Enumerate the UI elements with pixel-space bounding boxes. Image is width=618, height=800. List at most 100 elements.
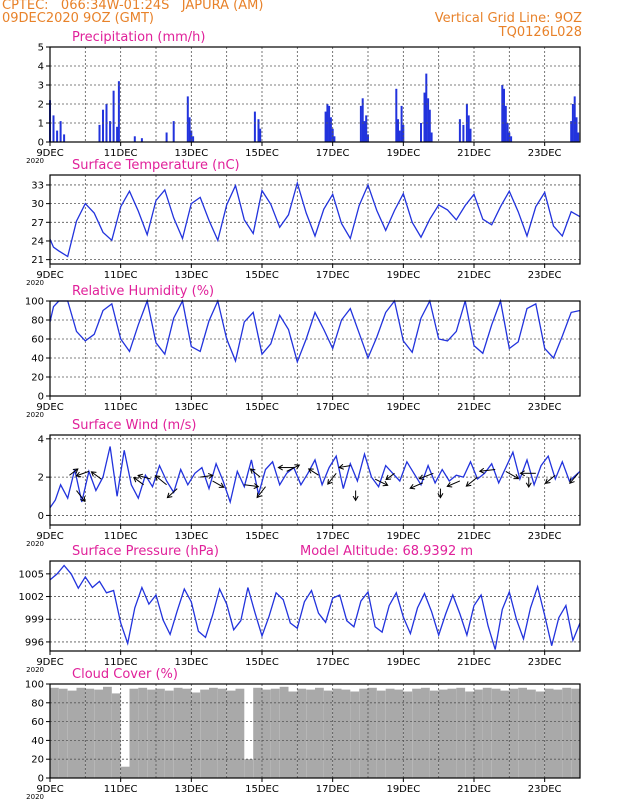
wind-vector-shaft (409, 482, 423, 489)
wind-vector (327, 472, 337, 485)
bar-precip (102, 109, 104, 142)
x-tick-label: 13DEC (174, 657, 208, 668)
wind-vector-shaft (479, 468, 496, 472)
bar-precip (324, 111, 327, 142)
panel-title: Surface Temperature (nC) (72, 158, 240, 173)
bar-cloud (376, 690, 386, 778)
bar-cloud (482, 687, 492, 778)
bar-cloud (403, 691, 413, 778)
wind-vector (133, 477, 144, 486)
y-tick-label: 5 (38, 43, 44, 54)
bar-cloud (129, 688, 139, 778)
wind-vector-shaft (250, 468, 261, 478)
x-tick-label: 21DEC (457, 531, 491, 542)
bar-cloud (465, 691, 474, 778)
wind-vector-shaft (76, 470, 90, 477)
x-year-label: 2020 (26, 540, 44, 548)
bar-precip (573, 96, 576, 142)
bar-precip (328, 105, 331, 142)
panel-frame (49, 46, 581, 143)
bar-precip (133, 136, 136, 142)
wind-vector-head (338, 463, 344, 470)
wind-vector-head (166, 492, 173, 499)
y-tick-label: 999 (25, 615, 44, 626)
wind-vector-shaft (385, 472, 395, 480)
y-tick-label: 3 (38, 81, 44, 92)
bar-precip (570, 121, 573, 142)
bar-cloud (456, 687, 466, 778)
bar-precip (363, 121, 366, 142)
bar-cloud (191, 692, 201, 778)
wind-vector-head (352, 495, 359, 502)
wind-vector-shaft (167, 488, 178, 498)
wind-vector-head (513, 473, 520, 480)
wind-vector (244, 483, 260, 490)
x-year-label: 2020 (26, 793, 44, 800)
series-line-wind (49, 446, 581, 509)
y-tick-label: 0 (38, 511, 44, 522)
wind-vector-head (437, 493, 444, 499)
bar-cloud (323, 690, 333, 778)
x-tick-label: 19DEC (386, 784, 420, 795)
wind-vector-head (75, 471, 82, 478)
bar-cloud (527, 689, 536, 778)
bar-cloud (438, 689, 448, 778)
wind-vector-head (90, 471, 97, 477)
bar-precip (188, 117, 191, 142)
bar-cloud (553, 689, 563, 778)
bar-precip (420, 123, 422, 142)
wind-vector (409, 482, 423, 490)
bar-cloud (94, 689, 103, 778)
x-tick-label: 23DEC (528, 784, 562, 795)
bar-cloud (350, 691, 360, 778)
x-tick-label: 13DEC (174, 784, 208, 795)
wind-vector-head (253, 483, 260, 490)
bar-precip (259, 128, 262, 142)
bar-cloud (394, 689, 404, 778)
x-tick-label: 9DEC (36, 657, 63, 668)
wind-vector (307, 468, 319, 476)
x-tick-label: 13DEC (174, 148, 208, 159)
x-tick-label: 19DEC (386, 531, 420, 542)
bar-precip (400, 105, 403, 142)
wind-vector (352, 490, 359, 502)
y-tick-label: 20 (31, 755, 44, 766)
bar-precip (428, 109, 431, 142)
bar-cloud (173, 687, 183, 778)
bar-cloud (138, 687, 148, 778)
wind-vector-shaft (447, 480, 461, 487)
x-year-label: 2020 (26, 411, 44, 419)
wind-vector (465, 476, 478, 487)
bar-precip (504, 105, 507, 142)
x-tick-label: 21DEC (457, 784, 491, 795)
y-tick-label: 80 (31, 316, 44, 327)
wind-vector-head (569, 478, 575, 484)
wind-vector-head (277, 464, 283, 471)
bar-cloud (182, 688, 192, 778)
wind-vector (200, 472, 214, 479)
bar-cloud (103, 686, 112, 778)
bar-cloud (306, 689, 315, 778)
y-tick-label: 2 (38, 100, 44, 111)
x-tick-label: 21DEC (457, 657, 491, 668)
wind-vector-head (382, 480, 389, 487)
wind-vector (569, 472, 579, 484)
wind-vector (418, 472, 434, 481)
panel-title: Surface Pressure (hPa) (72, 544, 219, 559)
bar-precip (116, 126, 119, 142)
bar-precip (140, 138, 143, 142)
bar-precip (508, 132, 511, 142)
bar-cloud (111, 693, 121, 778)
wind-vector-shaft (327, 472, 337, 485)
bar-precip (462, 124, 465, 142)
bar-cloud (217, 688, 227, 778)
x-tick-label: 17DEC (316, 148, 350, 159)
panel-wind: 0 2 4 9DEC 11DEC 13DEC 15DEC 17DEC 19DEC 21DEC 23D… (26, 418, 581, 548)
x-tick-label: 9DEC (36, 402, 63, 413)
panel-title: Precipitation (mm/h) (72, 30, 205, 45)
x-tick-label: 13DEC (174, 402, 208, 413)
bar-precip (506, 123, 509, 142)
bar-precip (257, 119, 260, 142)
x-tick-label: 15DEC (245, 531, 279, 542)
grid-line-note: Vertical Grid Line: 9OZ (434, 11, 582, 26)
